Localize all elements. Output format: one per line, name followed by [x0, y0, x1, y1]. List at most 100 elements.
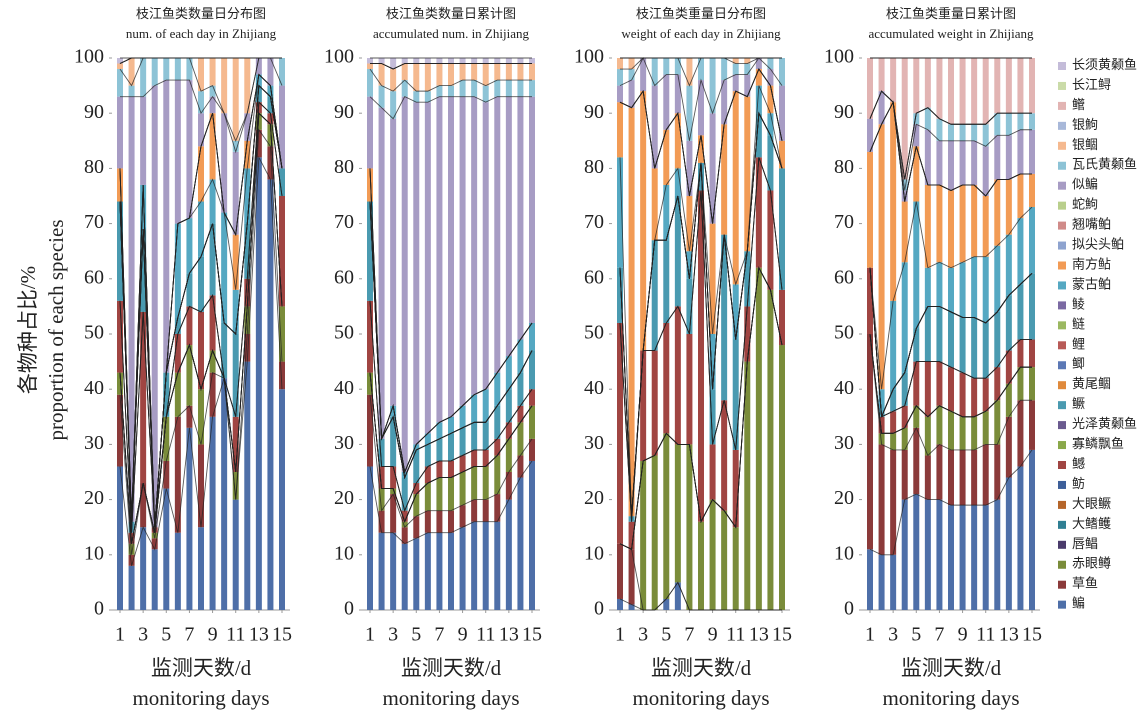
bar-segment	[267, 96, 274, 114]
bar-segment	[232, 289, 239, 334]
bar-segment	[721, 400, 728, 511]
y-tick-label: 40	[334, 377, 354, 399]
bar-segment	[471, 521, 478, 610]
bar-segment	[279, 361, 285, 390]
x-tick-label: 15	[272, 624, 292, 646]
bar-segment	[744, 63, 751, 75]
legend-label: 银鮈	[1072, 117, 1098, 132]
bar-segment	[890, 300, 897, 390]
x-tick-label: 5	[161, 624, 171, 646]
bar-segment	[367, 63, 373, 70]
bar-segment	[505, 96, 512, 357]
bar-segment	[948, 367, 954, 412]
bar-segment	[732, 527, 739, 610]
bar-segment	[971, 378, 978, 417]
bar-segment	[767, 135, 774, 191]
bar-segment	[482, 102, 489, 390]
bar-segment	[1017, 58, 1024, 114]
bar-segment	[982, 124, 989, 147]
bar-segment	[378, 510, 385, 533]
bar-segment	[117, 168, 123, 202]
stack-boundary	[869, 333, 1032, 434]
bar-segment	[878, 124, 885, 390]
bar-segment	[959, 505, 966, 610]
bar-segment	[744, 361, 751, 610]
bar-segment	[674, 582, 681, 610]
bar-segment	[959, 416, 966, 450]
bar-segment	[1017, 400, 1024, 467]
legend-swatch	[1058, 600, 1066, 609]
bar-segment	[209, 350, 216, 373]
bar-segment	[709, 223, 716, 334]
legend-label: 赤眼鳟	[1072, 556, 1111, 571]
bar-segment	[482, 58, 489, 64]
stack-boundary	[369, 96, 532, 120]
bar-segment	[174, 372, 181, 417]
bar-segment	[255, 129, 262, 158]
bar-segment	[151, 85, 158, 528]
bar-segment	[1029, 173, 1035, 208]
bar-segment	[913, 494, 920, 610]
bar-segment	[255, 74, 262, 86]
bar-segment	[390, 466, 397, 489]
bar-segment	[617, 267, 623, 323]
bar-segment	[617, 102, 623, 158]
y-tick-label: 20	[334, 487, 354, 509]
bar-segment	[401, 63, 408, 81]
bar-segment	[663, 598, 670, 610]
bar-segment	[721, 58, 728, 81]
bar-segment	[505, 422, 512, 439]
bar-segment	[686, 251, 693, 279]
legend-swatch	[1058, 580, 1066, 589]
bar-segment	[448, 532, 454, 610]
legend-swatch	[1058, 401, 1066, 410]
bar-segment	[732, 58, 739, 64]
bar-segment	[924, 129, 931, 185]
bar-segment	[267, 179, 274, 610]
y-tick-label: 80	[834, 156, 854, 178]
bar-segment	[936, 499, 943, 610]
bar-segment	[436, 460, 443, 478]
bar-segment	[721, 234, 728, 401]
x-label-cn: 监测天数/d	[651, 656, 752, 680]
bar-segment	[994, 58, 1001, 114]
bar-segment	[367, 394, 373, 467]
bar-segment	[482, 449, 489, 467]
bar-segment	[436, 96, 443, 423]
bar-segment	[494, 63, 501, 81]
bar-segment	[959, 184, 966, 263]
bar-segment	[424, 510, 431, 533]
bar-segment	[948, 124, 954, 141]
legend-label: 蒙古鲌	[1072, 276, 1111, 291]
bar-segment	[628, 521, 635, 550]
bar-segment	[232, 472, 239, 500]
bar-segment	[924, 306, 931, 362]
bar-segment	[174, 317, 181, 334]
bar-segment	[924, 499, 931, 610]
y-tick-label: 20	[584, 487, 604, 509]
bar-segment	[529, 389, 535, 406]
bar-segment	[367, 96, 373, 169]
bar-segment	[924, 267, 931, 307]
y-tick-label: 90	[834, 101, 854, 123]
bar-segment	[779, 140, 785, 169]
y-tick-label: 100	[574, 46, 604, 68]
legend-label: 鳜	[1072, 396, 1085, 411]
bar-segment	[378, 85, 385, 108]
bar-segment	[982, 146, 989, 196]
bar-segment	[505, 438, 512, 472]
bar-segment	[436, 422, 443, 439]
bar-segment	[901, 262, 908, 373]
x-tick-label: 15	[522, 624, 542, 646]
bar-segment	[628, 107, 635, 517]
x-label-en: monitoring days	[132, 686, 269, 710]
bar-segment	[459, 527, 466, 610]
bar-segment	[994, 135, 1001, 180]
legend-swatch	[1058, 341, 1066, 350]
bar-segment	[936, 184, 943, 263]
x-tick-label: 11	[976, 624, 995, 646]
bar-segment	[878, 554, 885, 610]
x-tick-label: 5	[911, 624, 921, 646]
bar-segment	[163, 460, 170, 489]
bar-segment	[709, 444, 716, 500]
